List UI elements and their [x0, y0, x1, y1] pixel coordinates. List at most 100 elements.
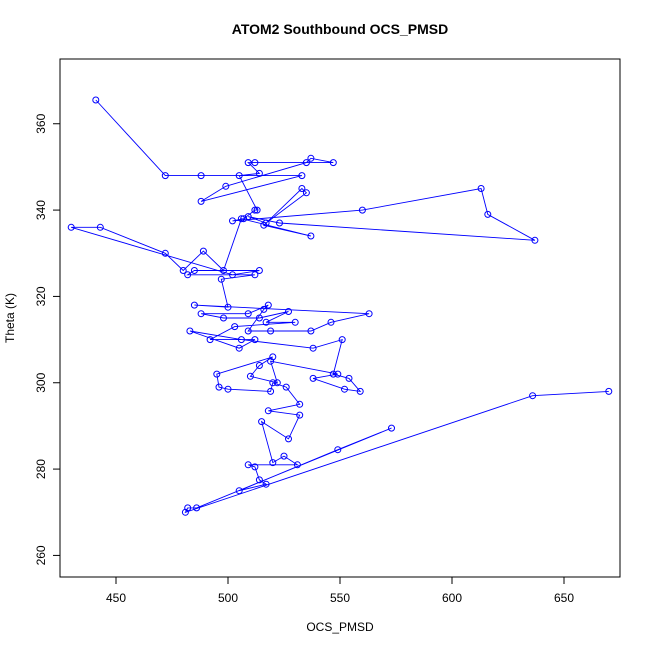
data-point: [220, 314, 227, 322]
data-point: [269, 353, 277, 361]
data-point: [199, 247, 207, 255]
data-point: [237, 336, 245, 344]
data-point: [197, 172, 205, 180]
x-tick-label: 650: [554, 591, 574, 605]
data-point: [365, 310, 373, 318]
data-point: [251, 206, 259, 214]
data-point: [235, 172, 243, 180]
data-point: [246, 372, 254, 380]
data-point: [244, 461, 252, 469]
data-point: [264, 301, 272, 309]
data-point: [240, 215, 248, 223]
data-point: [338, 336, 346, 344]
data-point: [529, 392, 537, 400]
data-point: [260, 221, 268, 229]
data-point: [67, 223, 75, 231]
y-axis-title: Theta (K): [3, 293, 17, 343]
data-point: [260, 305, 268, 313]
data-point: [267, 357, 275, 365]
chart-title: ATOM2 Southbound OCS_PMSD: [232, 21, 448, 37]
data-point: [235, 344, 243, 352]
data-point: [285, 308, 292, 315]
data-point: [345, 374, 353, 382]
data-point: [605, 387, 613, 395]
data-point: [161, 249, 169, 257]
data-point: [484, 210, 492, 218]
data-point: [309, 374, 317, 382]
data-point: [285, 435, 292, 443]
data-point: [213, 370, 221, 378]
data-point: [327, 318, 335, 326]
data-point: [229, 217, 236, 225]
data-point: [244, 213, 252, 221]
data-point: [282, 383, 290, 391]
data-point: [235, 487, 243, 495]
data-point: [307, 232, 315, 240]
data-point: [298, 185, 306, 192]
x-tick-label: 500: [218, 591, 238, 605]
data-point: [186, 327, 194, 335]
data-point: [251, 463, 259, 471]
data-point: [224, 303, 232, 311]
series-line: [71, 99, 609, 514]
data-point: [237, 215, 245, 223]
data-point: [291, 318, 299, 326]
data-point: [244, 327, 252, 335]
data-point: [296, 400, 304, 408]
data-point: [262, 219, 270, 227]
data-point: [197, 310, 205, 318]
data-point: [334, 370, 342, 378]
data-point: [184, 271, 192, 279]
data-point: [329, 370, 337, 378]
data-point: [255, 476, 263, 484]
data-point: [269, 459, 277, 467]
data-point: [309, 344, 317, 352]
data-point: [264, 407, 272, 415]
data-point: [190, 301, 198, 309]
data-point: [255, 169, 263, 177]
y-tick-label: 300: [34, 372, 48, 392]
y-tick-label: 280: [34, 459, 48, 479]
data-point: [262, 480, 270, 488]
data-point: [293, 461, 301, 469]
data-point: [356, 387, 364, 395]
data-point: [334, 446, 342, 454]
x-tick-label: 600: [442, 591, 462, 605]
data-point: [190, 267, 198, 274]
y-tick-label: 340: [34, 200, 48, 220]
data-point: [224, 385, 232, 393]
x-axis-title: OCS_PMSD: [306, 620, 374, 634]
data-point: [388, 424, 395, 432]
data-point: [161, 172, 169, 180]
data-point: [477, 185, 485, 192]
data-point: [193, 504, 201, 512]
data-point: [255, 314, 263, 322]
data-point: [273, 379, 281, 387]
data-point: [96, 223, 104, 231]
data-point: [220, 267, 227, 274]
plot-layer: 450 500 550 600 650 260 280 300 320 340 360: [34, 58, 621, 605]
data-point: [307, 154, 315, 162]
x-tick-label: 550: [330, 591, 350, 605]
data-point: [255, 267, 263, 274]
data-point: [358, 206, 366, 214]
data-point: [215, 383, 223, 391]
data-point: [92, 96, 100, 104]
data-point: [251, 336, 259, 344]
data-point: [302, 189, 310, 197]
data-point: [296, 411, 304, 419]
data-point: [255, 362, 263, 369]
data-point: [302, 159, 310, 167]
data-point: [206, 336, 214, 344]
data-point: [258, 418, 266, 426]
data-point: [222, 182, 230, 190]
data-point: [329, 159, 337, 167]
data-point: [229, 271, 236, 279]
data-point: [280, 452, 288, 460]
data-point: [231, 323, 239, 331]
data-point: [251, 271, 259, 279]
data-point: [197, 197, 205, 205]
data-point: [179, 267, 187, 274]
data-point: [341, 385, 348, 393]
